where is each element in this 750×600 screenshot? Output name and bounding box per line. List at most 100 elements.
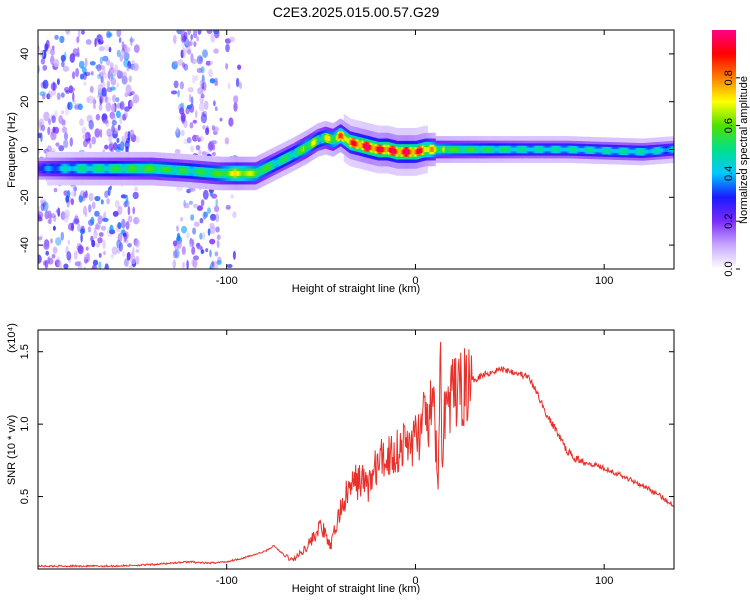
noise-blob xyxy=(208,68,213,78)
ridge-cell xyxy=(402,149,405,155)
ridge-cell xyxy=(270,163,272,169)
ridge-cell xyxy=(283,156,286,162)
ridge-cell xyxy=(255,170,257,176)
ridge-cell xyxy=(222,171,225,176)
noise-blob xyxy=(102,119,109,124)
noise-blob xyxy=(65,89,70,94)
ridge-cell xyxy=(497,147,500,152)
ridge-cell xyxy=(631,149,633,154)
ridge-cell xyxy=(49,166,51,171)
ridge-cell xyxy=(351,140,354,146)
ridge-cell xyxy=(515,147,518,152)
ridge-cell xyxy=(223,171,226,176)
colorbar-tick-label: 0.8 xyxy=(723,70,735,85)
ridge-cell xyxy=(350,140,352,145)
noise-blob xyxy=(201,151,207,156)
ridge-cell xyxy=(428,147,431,152)
noise-blob xyxy=(196,55,204,65)
ridge-cell xyxy=(586,148,588,152)
noise-blob xyxy=(233,102,238,112)
ridge-cell xyxy=(557,147,560,152)
ridge-cell xyxy=(539,147,542,152)
noise-blob xyxy=(121,41,125,51)
ridge-cell xyxy=(420,148,423,153)
ridge-cell xyxy=(562,147,564,152)
noise-blob xyxy=(70,190,76,197)
noise-blob xyxy=(77,30,81,38)
ridge-cell xyxy=(584,148,587,152)
ridge-cell xyxy=(517,147,519,152)
noise-blob xyxy=(111,103,116,113)
noise-blob xyxy=(212,30,220,35)
ridge-cell xyxy=(247,171,249,176)
colorbar: 0.0 0.2 0.4 0.6 0.8 Normalized spectral ampl… xyxy=(712,30,750,277)
ridge-cell xyxy=(316,138,319,143)
ridge-cell xyxy=(312,140,314,146)
ridge-cell xyxy=(335,135,338,141)
noise-blob xyxy=(59,35,65,44)
noise-blob xyxy=(77,223,81,232)
noise-blob xyxy=(110,253,115,259)
ridge-cell xyxy=(245,171,247,176)
ridge-cell xyxy=(548,147,551,152)
noise-blob xyxy=(62,65,69,72)
noise-blob xyxy=(180,112,186,122)
ridge-cell xyxy=(519,147,521,152)
ridge-cell xyxy=(574,147,577,152)
ridge-cell xyxy=(385,147,388,152)
ridge-cell xyxy=(201,169,203,175)
noise-blob xyxy=(125,112,128,117)
noise-blob xyxy=(205,127,210,136)
ridge-cell xyxy=(494,147,496,152)
noise-blob xyxy=(191,58,197,65)
ridge-cell xyxy=(418,148,420,154)
noise-blob xyxy=(115,97,120,103)
noise-blob xyxy=(209,60,213,65)
ridge-cell xyxy=(397,149,399,155)
noise-blob xyxy=(235,77,240,88)
ridge-cell xyxy=(73,166,75,171)
ridge-cell xyxy=(403,149,406,155)
ridge-cell xyxy=(145,166,148,171)
ridge-cell xyxy=(617,149,620,153)
noise-blob xyxy=(191,239,195,247)
noise-blob xyxy=(193,221,200,227)
noise-blob xyxy=(135,249,140,253)
noise-blob xyxy=(63,51,67,60)
ridge-cell xyxy=(565,147,568,152)
ridge-cell xyxy=(449,147,451,152)
noise-blob xyxy=(202,232,206,240)
ridge-cell xyxy=(503,147,505,152)
ridge-cell xyxy=(241,171,244,176)
noise-blob xyxy=(118,242,123,252)
ridge-cell xyxy=(125,166,127,171)
ridge-cell xyxy=(464,147,467,152)
ridge-cell xyxy=(520,147,522,152)
spectrogram-y-tick-label: 40 xyxy=(19,48,31,60)
ridge-cell xyxy=(295,150,297,156)
snr-y-tick-label: 1.0 xyxy=(19,417,31,432)
ridge-cell xyxy=(206,170,209,175)
noise-blob xyxy=(60,92,65,98)
ridge-cell xyxy=(401,149,403,155)
noise-blob xyxy=(126,65,130,72)
ridge-cell xyxy=(415,149,417,155)
noise-blob xyxy=(201,111,205,117)
noise-blob xyxy=(211,193,218,199)
ridge-cell xyxy=(485,147,487,152)
ridge-cell xyxy=(287,154,289,160)
ridge-cell xyxy=(326,135,329,141)
ridge-cell xyxy=(437,147,440,152)
noise-blob xyxy=(84,57,88,68)
noise-blob xyxy=(213,205,220,213)
ridge-cell xyxy=(425,147,427,152)
ridge-cell xyxy=(417,149,419,154)
spectrogram-y-label: Frequency (Hz) xyxy=(6,112,18,188)
ridge-cell xyxy=(526,147,528,152)
noise-blob xyxy=(91,136,96,145)
noise-blob xyxy=(38,216,43,222)
ridge-cell xyxy=(50,166,52,171)
ridge-cell xyxy=(118,166,120,171)
noise-blob xyxy=(77,260,83,269)
ridge-cell xyxy=(152,166,154,172)
